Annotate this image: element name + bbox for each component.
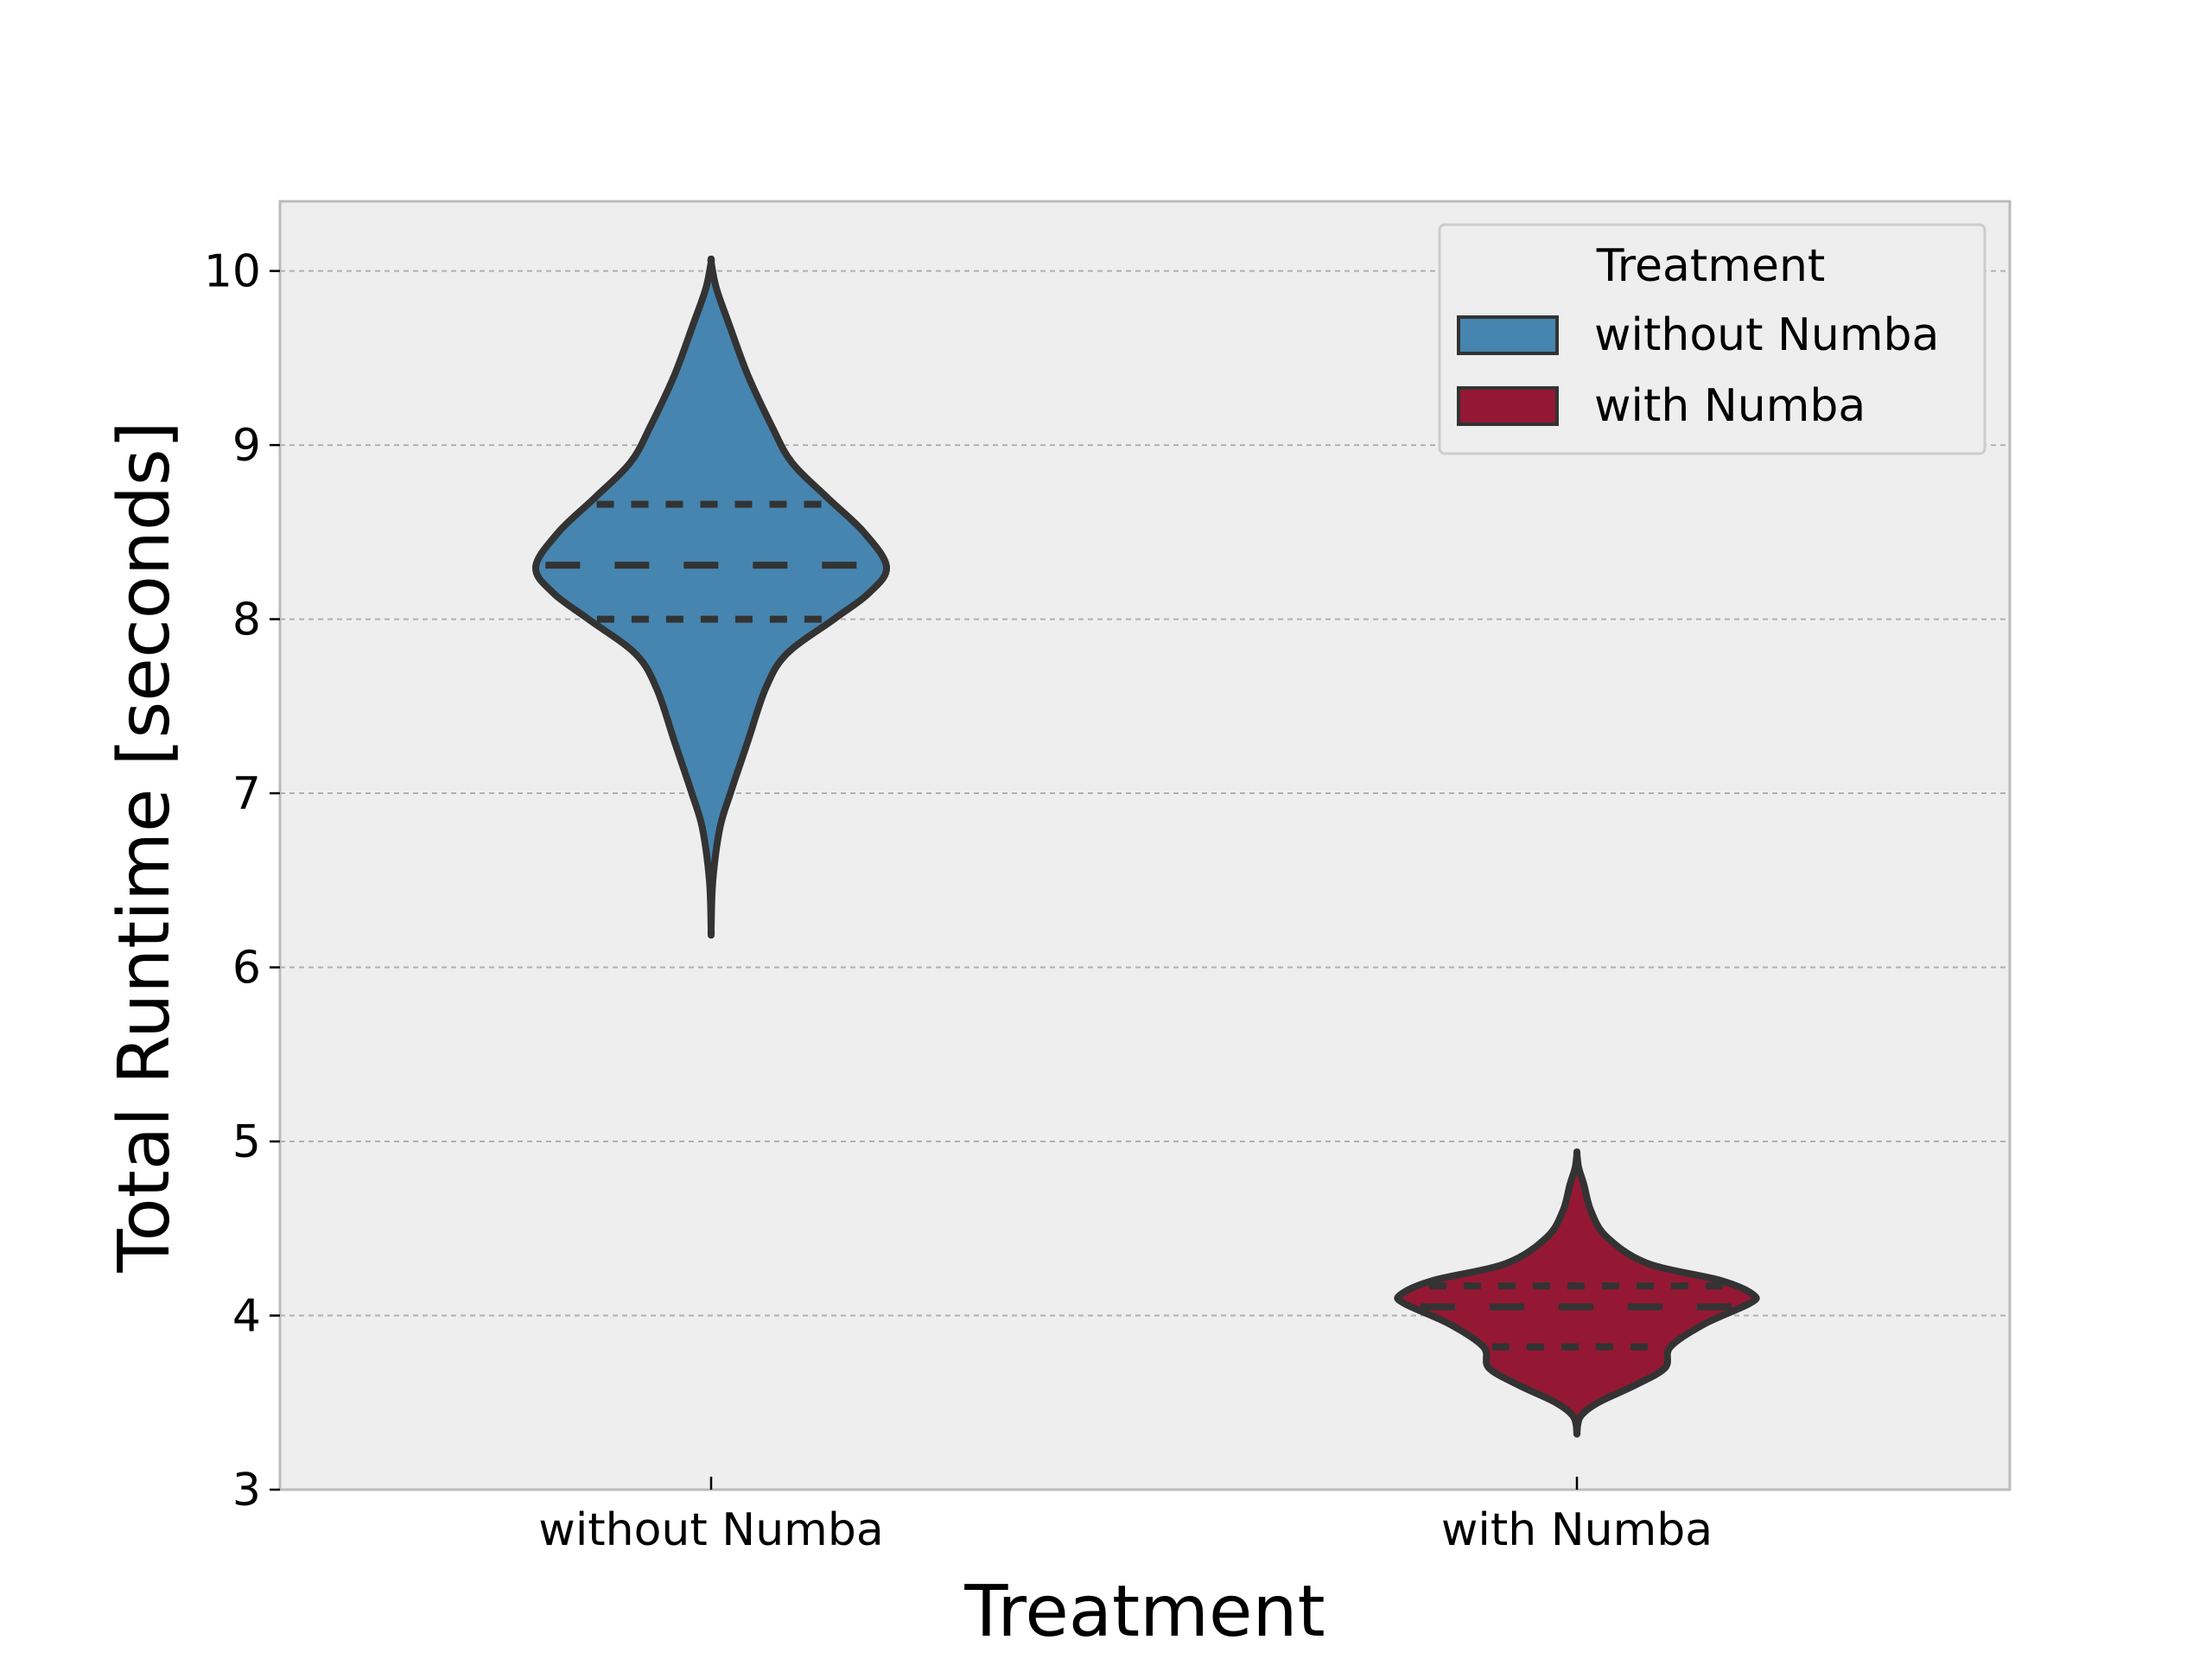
legend-swatch-with-numba [1457,386,1559,426]
legend-label-with-numba: with Numba [1594,380,1866,432]
violin-with-numba [1394,1148,1760,1438]
x-axis-label: Treatment [963,1571,1325,1653]
legend: Treatment without Numba with Numba [1438,223,1986,455]
violin-without-numba [532,255,890,939]
violins [532,255,1760,1438]
y-tick-label: 7 [232,768,261,820]
x-tick-label: without Numba [538,1504,883,1556]
y-tick-label: 10 [204,246,261,298]
x-tick-label: with Numba [1441,1504,1713,1556]
legend-title: Treatment [1596,240,1826,292]
y-axis-label: Total Runtime [seconds] [104,421,186,1273]
plot-frame [278,200,2012,1491]
legend-label-without-numba: without Numba [1594,309,1939,361]
y-tick-label: 3 [232,1465,261,1516]
y-tick-label: 4 [232,1291,261,1343]
axes: 3 4 5 6 7 8 9 10 without Numba with Numba [204,246,1713,1556]
y-tick-label: 5 [232,1116,261,1168]
legend-swatch-without-numba [1457,315,1559,355]
legend-box [1438,223,1986,455]
y-tick-label: 6 [232,943,261,995]
y-tick-label: 9 [232,420,261,472]
y-tick-label: 8 [232,594,261,646]
